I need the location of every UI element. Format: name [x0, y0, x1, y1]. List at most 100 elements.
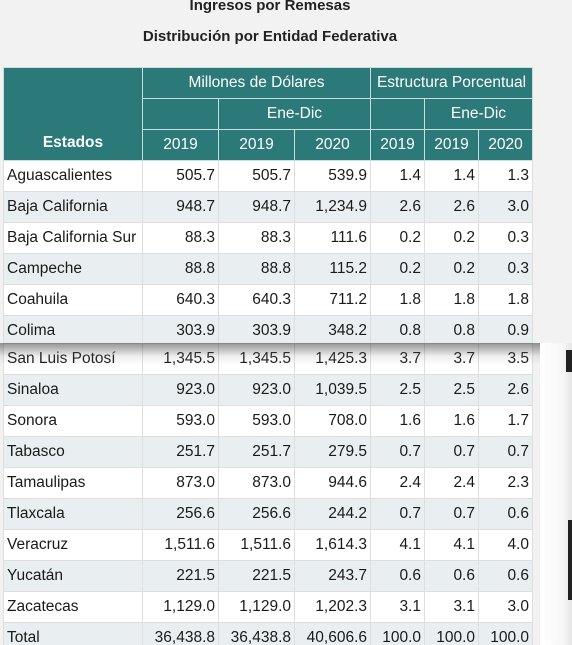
value-cell: 0.7 — [370, 498, 425, 530]
value-cell: 944.6 — [294, 467, 371, 499]
state-name-cell: Tlaxcala — [3, 498, 143, 530]
value-cell: 303.9 — [218, 315, 295, 347]
value-cell: 539.9 — [294, 160, 371, 192]
value-cell: 0.2 — [370, 253, 425, 285]
state-name-cell: Aguascalientes — [3, 160, 143, 192]
header-year: 2019 — [218, 129, 295, 161]
value-cell: 111.6 — [294, 222, 371, 254]
state-name-cell: Total — [3, 622, 143, 645]
value-cell: 0.2 — [424, 222, 479, 254]
page-edge — [540, 343, 572, 645]
table-row: Zacatecas 1,129.0 1,129.0 1,202.3 3.1 3.1 3.0 — [3, 591, 533, 623]
value-cell: 1,345.5 — [142, 343, 219, 375]
value-cell: 1.4 — [424, 160, 479, 192]
value-cell: 0.2 — [370, 222, 425, 254]
remittance-table-bottom: San Luis Potosí 1,345.5 1,345.5 1,425.3 3.7 3… — [3, 343, 533, 645]
table-row: Colima 303.9 303.9 348.2 0.8 0.8 0.9 — [3, 315, 533, 347]
header-year: 2020 — [478, 129, 533, 161]
header-ene-dic-millones: Ene-Dic — [218, 98, 371, 130]
table-row: Coahuila 640.3 640.3 711.2 1.8 1.8 1.8 — [3, 284, 533, 316]
value-cell: 873.0 — [142, 467, 219, 499]
value-cell: 0.6 — [478, 498, 533, 530]
table-row: Total 36,438.8 36,438.8 40,606.6 100.0 100.0 1… — [3, 622, 533, 645]
value-cell: 348.2 — [294, 315, 371, 347]
value-cell: 4.1 — [424, 529, 479, 561]
value-cell: 1,614.3 — [294, 529, 371, 561]
value-cell: 0.9 — [478, 315, 533, 347]
value-cell: 221.5 — [218, 560, 295, 592]
value-cell: 0.8 — [370, 315, 425, 347]
value-cell: 36,438.8 — [218, 622, 295, 645]
state-name-cell: Baja California Sur — [3, 222, 143, 254]
state-name-cell: Campeche — [3, 253, 143, 285]
value-cell: 0.2 — [424, 253, 479, 285]
page-edge-mark — [566, 350, 572, 372]
value-cell: 251.7 — [218, 436, 295, 468]
value-cell: 279.5 — [294, 436, 371, 468]
value-cell: 1,511.6 — [218, 529, 295, 561]
value-cell: 251.7 — [142, 436, 219, 468]
value-cell: 593.0 — [218, 405, 295, 437]
value-cell: 2.3 — [478, 467, 533, 499]
table-row: Tlaxcala 256.6 256.6 244.2 0.7 0.7 0.6 — [3, 498, 533, 530]
value-cell: 100.0 — [424, 622, 479, 645]
header-year: 2019 — [142, 129, 219, 161]
value-cell: 1,129.0 — [142, 591, 219, 623]
state-name-cell: Zacatecas — [3, 591, 143, 623]
value-cell: 2.5 — [424, 374, 479, 406]
table-row: Sinaloa 923.0 923.0 1,039.5 2.5 2.5 2.6 — [3, 374, 533, 406]
value-cell: 0.3 — [478, 222, 533, 254]
state-name-cell: Veracruz — [3, 529, 143, 561]
value-cell: 2.4 — [424, 467, 479, 499]
value-cell: 303.9 — [142, 315, 219, 347]
header-ene-dic-estructura: Ene-Dic — [424, 98, 533, 130]
table-row: Tabasco 251.7 251.7 279.5 0.7 0.7 0.7 — [3, 436, 533, 468]
value-cell: 948.7 — [142, 191, 219, 223]
value-cell: 0.8 — [424, 315, 479, 347]
value-cell: 40,606.6 — [294, 622, 371, 645]
value-cell: 0.7 — [370, 436, 425, 468]
value-cell: 0.7 — [478, 436, 533, 468]
value-cell: 36,438.8 — [142, 622, 219, 645]
value-cell: 100.0 — [478, 622, 533, 645]
value-cell: 100.0 — [370, 622, 425, 645]
header-year: 2019 — [370, 129, 425, 161]
value-cell: 873.0 — [218, 467, 295, 499]
value-cell: 0.3 — [478, 253, 533, 285]
value-cell: 923.0 — [142, 374, 219, 406]
state-name-cell: Sonora — [3, 405, 143, 437]
value-cell: 1,425.3 — [294, 343, 371, 375]
value-cell: 640.3 — [142, 284, 219, 316]
report-subtitle: Distribución por Entidad Federativa — [142, 28, 398, 45]
header-estructura: Estructura Porcentual — [370, 67, 533, 99]
value-cell: 3.1 — [370, 591, 425, 623]
value-cell: 244.2 — [294, 498, 371, 530]
value-cell: 1.8 — [370, 284, 425, 316]
value-cell: 3.7 — [370, 343, 425, 375]
table-row: San Luis Potosí 1,345.5 1,345.5 1,425.3 3.7 3… — [3, 343, 533, 375]
value-cell: 115.2 — [294, 253, 371, 285]
value-cell: 1,511.6 — [142, 529, 219, 561]
value-cell: 2.5 — [370, 374, 425, 406]
value-cell: 1,039.5 — [294, 374, 371, 406]
header-blank-2 — [370, 98, 425, 130]
value-cell: 88.8 — [218, 253, 295, 285]
value-cell: 256.6 — [142, 498, 219, 530]
state-name-cell: Sinaloa — [3, 374, 143, 406]
header-estados: Estados — [3, 67, 143, 161]
state-name-cell: Yucatán — [3, 560, 143, 592]
value-cell: 3.1 — [424, 591, 479, 623]
table-row: Campeche 88.8 88.8 115.2 0.2 0.2 0.3 — [3, 253, 533, 285]
value-cell: 1.4 — [370, 160, 425, 192]
value-cell: 88.3 — [218, 222, 295, 254]
value-cell: 2.4 — [370, 467, 425, 499]
table-row: Baja California 948.7 948.7 1,234.9 2.6 2.6 3.… — [3, 191, 533, 223]
value-cell: 640.3 — [218, 284, 295, 316]
remittance-table-top: Estados Millones de Dólares Estructura P… — [3, 67, 533, 347]
value-cell: 256.6 — [218, 498, 295, 530]
value-cell: 88.3 — [142, 222, 219, 254]
value-cell: 1.8 — [424, 284, 479, 316]
value-cell: 3.7 — [424, 343, 479, 375]
state-name-cell: Coahuila — [3, 284, 143, 316]
value-cell: 1.3 — [478, 160, 533, 192]
